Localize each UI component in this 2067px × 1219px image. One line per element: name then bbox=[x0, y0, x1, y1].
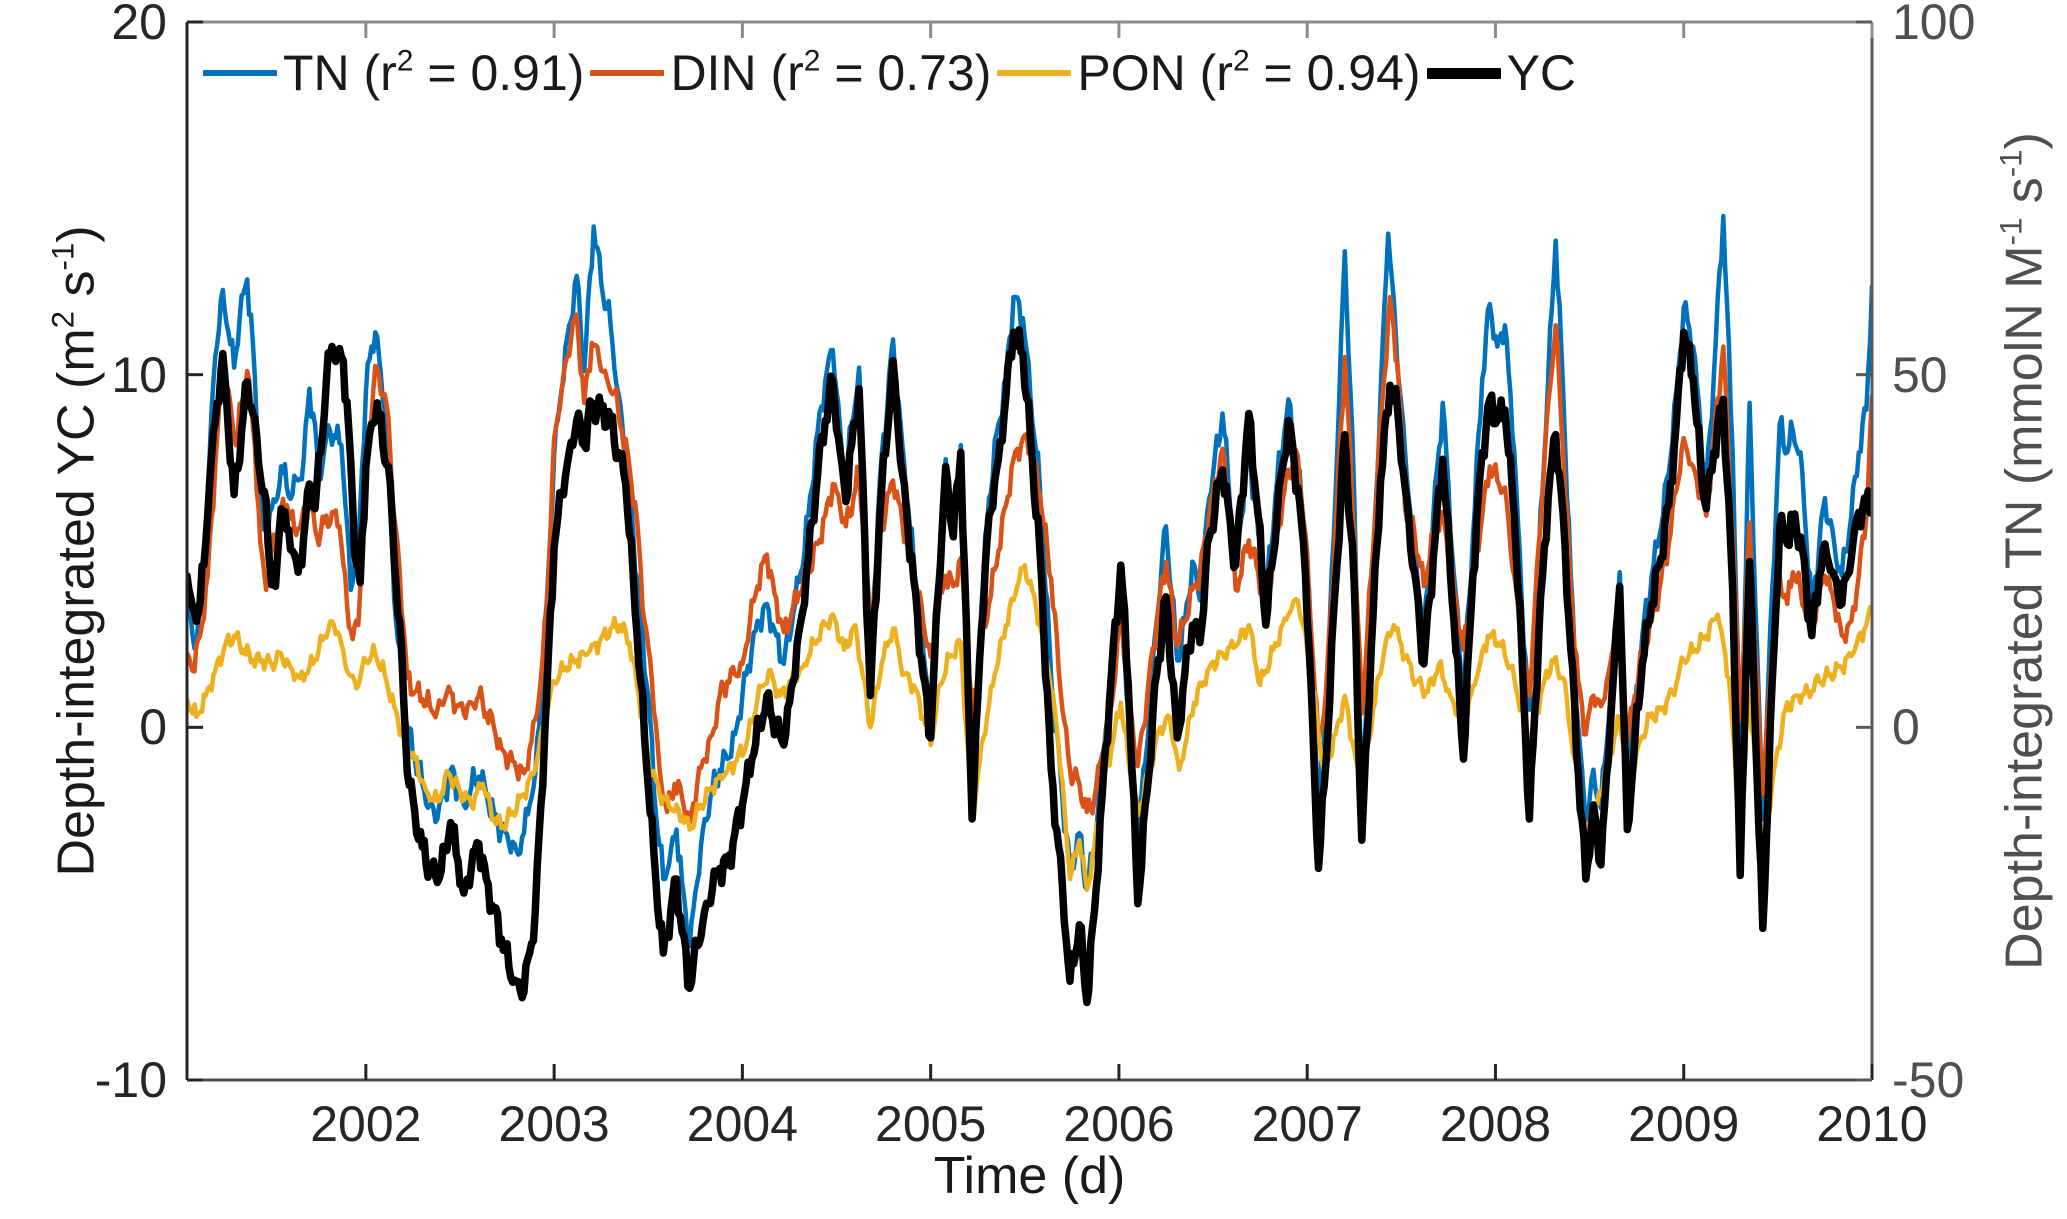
legend-swatch-yc bbox=[1426, 67, 1501, 79]
label-text: = 0.94) bbox=[1249, 45, 1421, 101]
legend-label-yc: YC bbox=[1507, 44, 1576, 102]
legend-item-tn: TN (r2 = 0.91) bbox=[202, 44, 584, 102]
x-tick-label: 2002 bbox=[310, 1096, 422, 1152]
x-tick-label: 2009 bbox=[1628, 1096, 1740, 1152]
legend: TN (r2 = 0.91) DIN (r2 = 0.73) PON (r2 = 0… bbox=[47, 44, 1732, 102]
superscript: -1 bbox=[1993, 149, 2029, 178]
superscript: -1 bbox=[45, 242, 81, 271]
y-axis-label-right: Depth-integrated TN (mmolN M-1 s-1) bbox=[1993, 132, 2054, 970]
y-tick-label-left: 10 bbox=[111, 346, 167, 403]
legend-item-yc: YC bbox=[1426, 44, 1576, 102]
y-tick-label-left: 20 bbox=[111, 0, 167, 50]
x-tick-label: 2004 bbox=[686, 1096, 798, 1152]
y-tick-label-right: 0 bbox=[1892, 699, 1920, 756]
x-axis-label: Time (d) bbox=[933, 1147, 1126, 1205]
y-tick-label-right: -50 bbox=[1892, 1052, 1965, 1108]
legend-label-tn: TN (r2 = 0.91) bbox=[283, 44, 584, 102]
label-text: s bbox=[47, 270, 106, 311]
legend-item-din: DIN (r2 = 0.73) bbox=[590, 44, 991, 102]
label-text: PON (r bbox=[1077, 45, 1233, 101]
legend-swatch-din bbox=[590, 70, 665, 76]
y-tick-label-right: 100 bbox=[1892, 0, 1976, 50]
label-text: Depth-integrated YC (m bbox=[47, 328, 106, 877]
superscript: 2 bbox=[45, 310, 81, 329]
label-text: YC bbox=[1506, 45, 1577, 101]
x-tick-label: 2010 bbox=[1816, 1096, 1928, 1152]
y-axis-label-left: Depth-integrated YC (m2 s-1) bbox=[45, 225, 106, 876]
label-text: DIN (r bbox=[670, 45, 804, 101]
legend-swatch-pon bbox=[997, 70, 1072, 76]
legend-item-pon: PON (r2 = 0.94) bbox=[997, 44, 1421, 102]
y-tick-label-left: 0 bbox=[139, 699, 167, 756]
label-text: TN (r bbox=[282, 45, 397, 101]
label-text: = 0.91) bbox=[413, 45, 585, 101]
x-tick-label: 2006 bbox=[1063, 1096, 1175, 1152]
series-line-tn bbox=[187, 213, 1872, 949]
x-tick-label: 2008 bbox=[1439, 1096, 1552, 1152]
series-line-yc bbox=[187, 326, 1872, 1007]
legend-label-pon: PON (r2 = 0.94) bbox=[1077, 44, 1420, 102]
superscript: 2 bbox=[803, 44, 821, 78]
label-text: s bbox=[1995, 177, 2054, 218]
x-tick-label: 2007 bbox=[1251, 1096, 1363, 1152]
superscript: 2 bbox=[1232, 44, 1250, 78]
legend-label-din: DIN (r2 = 0.73) bbox=[670, 44, 991, 102]
y-tick-label-left: -10 bbox=[94, 1052, 167, 1108]
x-tick-label: 2005 bbox=[875, 1096, 987, 1152]
label-text: ) bbox=[1995, 132, 2054, 150]
superscript: -1 bbox=[1993, 217, 2029, 246]
label-text: = 0.73) bbox=[820, 45, 992, 101]
label-text: ) bbox=[47, 225, 106, 243]
y-tick-label-right: 50 bbox=[1892, 346, 1948, 403]
legend-swatch-tn bbox=[202, 70, 277, 76]
x-tick-label: 2003 bbox=[498, 1096, 610, 1152]
superscript: 2 bbox=[396, 44, 414, 78]
